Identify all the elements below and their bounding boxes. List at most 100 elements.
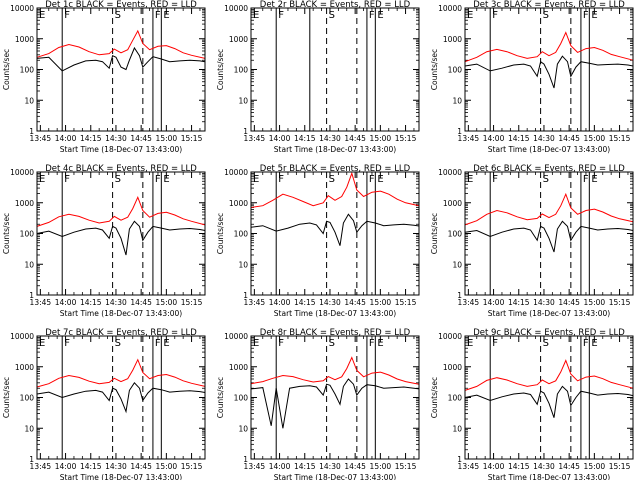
events-series-line: [250, 378, 420, 429]
y-tick-label: 1000: [229, 35, 248, 44]
panel-title: Det 3c BLACK = Events, RED = LLD: [473, 0, 625, 10]
plot-frame: [36, 335, 206, 460]
x-axis-label: Start Time (18-Dec-07 13:43:00): [60, 309, 182, 318]
x-tick-label: 15:00: [584, 462, 606, 471]
lld-series-line: [36, 29, 206, 59]
flag-label: F: [369, 10, 375, 21]
lld-series-line: [36, 358, 206, 388]
x-tick-label: 14:30: [319, 298, 341, 307]
flag-label: E: [163, 10, 169, 21]
x-tick-label: 15:15: [181, 134, 203, 143]
x-tick-label: 15:00: [584, 134, 606, 143]
flag-label: F: [155, 10, 161, 21]
flag-label: E: [163, 338, 169, 349]
panel-title: Det 7c BLACK = Events, RED = LLD: [45, 328, 197, 338]
x-tick-label: 15:00: [584, 298, 606, 307]
panel-title: Det 4c BLACK = Events, RED = LLD: [45, 164, 197, 174]
plot-frame: [36, 7, 206, 132]
flag-label: S: [115, 10, 121, 21]
y-tick-label: 1: [457, 455, 462, 464]
events-series-line: [36, 220, 206, 256]
panel-title: Det 5r BLACK = Events, RED = LLD: [260, 164, 411, 174]
y-tick-label: 10000: [224, 332, 248, 341]
x-tick-label: 14:45: [130, 298, 152, 307]
x-tick-label: 14:30: [105, 298, 127, 307]
flag-label: S: [543, 10, 549, 21]
events-series-line: [250, 213, 420, 246]
x-tick-label: 14:15: [294, 134, 316, 143]
x-tick-label: 14:30: [319, 134, 341, 143]
y-tick-label: 100: [20, 394, 35, 403]
flag-label: F: [492, 174, 498, 185]
flag-label: F: [278, 10, 284, 21]
y-tick-label: 100: [20, 66, 35, 75]
flag-label: E: [591, 338, 597, 349]
y-tick-label: 10000: [224, 4, 248, 13]
x-axis-label: Start Time (18-Dec-07 13:43:00): [488, 473, 610, 480]
x-tick-label: 14:45: [558, 134, 580, 143]
chart-panel: Det 2r BLACK = Events, RED = LLD Counts/s…: [216, 0, 420, 154]
x-tick-label: 15:15: [609, 134, 631, 143]
x-tick-label: 15:15: [395, 298, 417, 307]
flag-label: E: [253, 10, 259, 21]
y-axis-label: Counts/sec: [216, 377, 225, 418]
plot-frame: [250, 7, 420, 132]
chart-panel: Det 5r BLACK = Events, RED = LLD Counts/s…: [216, 164, 420, 318]
x-tick-label: 14:15: [80, 462, 102, 471]
x-tick-label: 14:00: [483, 134, 505, 143]
y-tick-label: 1000: [443, 363, 462, 372]
flag-label: E: [591, 10, 597, 21]
y-tick-label: 10: [452, 424, 462, 433]
x-tick-label: 14:00: [269, 462, 291, 471]
flag-label: F: [492, 10, 498, 21]
x-tick-label: 13:45: [244, 134, 266, 143]
flag-label: F: [369, 338, 375, 349]
flag-label: S: [543, 174, 549, 185]
flag-label: S: [115, 174, 121, 185]
x-tick-label: 13:45: [458, 462, 480, 471]
flag-label: E: [467, 10, 473, 21]
x-tick-label: 15:00: [370, 298, 392, 307]
x-tick-label: 13:45: [458, 298, 480, 307]
y-axis-label: Counts/sec: [216, 213, 225, 254]
x-tick-label: 14:15: [508, 462, 530, 471]
y-tick-label: 1000: [15, 35, 34, 44]
flag-label: F: [492, 338, 498, 349]
y-tick-label: 10: [238, 424, 248, 433]
y-tick-label: 100: [20, 230, 35, 239]
y-axis-label: Counts/sec: [430, 49, 439, 90]
x-axis-label: Start Time (18-Dec-07 13:43:00): [274, 145, 396, 154]
x-tick-label: 15:00: [370, 134, 392, 143]
y-tick-label: 1: [29, 127, 34, 136]
x-tick-label: 14:00: [269, 298, 291, 307]
flag-label: F: [278, 174, 284, 185]
panel-title: Det 1c BLACK = Events, RED = LLD: [45, 0, 197, 10]
events-series-line: [464, 220, 634, 253]
y-tick-label: 100: [234, 66, 249, 75]
panel-title: Det 6c BLACK = Events, RED = LLD: [473, 164, 625, 174]
x-tick-label: 14:45: [130, 462, 152, 471]
y-tick-label: 10: [452, 260, 462, 269]
lld-series-line: [250, 356, 420, 385]
flag-label: E: [39, 174, 45, 185]
flag-label: F: [583, 338, 589, 349]
y-tick-label: 10: [238, 96, 248, 105]
y-tick-label: 1: [457, 291, 462, 300]
y-tick-label: 1: [243, 127, 248, 136]
flag-label: E: [39, 338, 45, 349]
y-tick-label: 100: [448, 66, 463, 75]
x-tick-label: 14:45: [344, 134, 366, 143]
lld-series-line: [464, 359, 634, 391]
y-tick-label: 1000: [443, 199, 462, 208]
x-tick-label: 14:00: [55, 134, 77, 143]
x-tick-label: 14:30: [319, 462, 341, 471]
x-tick-label: 14:30: [105, 462, 127, 471]
flag-label: S: [115, 338, 121, 349]
flag-label: E: [591, 174, 597, 185]
chart-panel: Det 9c BLACK = Events, RED = LLD Counts/s…: [430, 328, 634, 480]
y-tick-label: 10000: [10, 168, 34, 177]
x-tick-label: 14:30: [105, 134, 127, 143]
flag-label: F: [583, 10, 589, 21]
events-series-line: [464, 55, 634, 89]
